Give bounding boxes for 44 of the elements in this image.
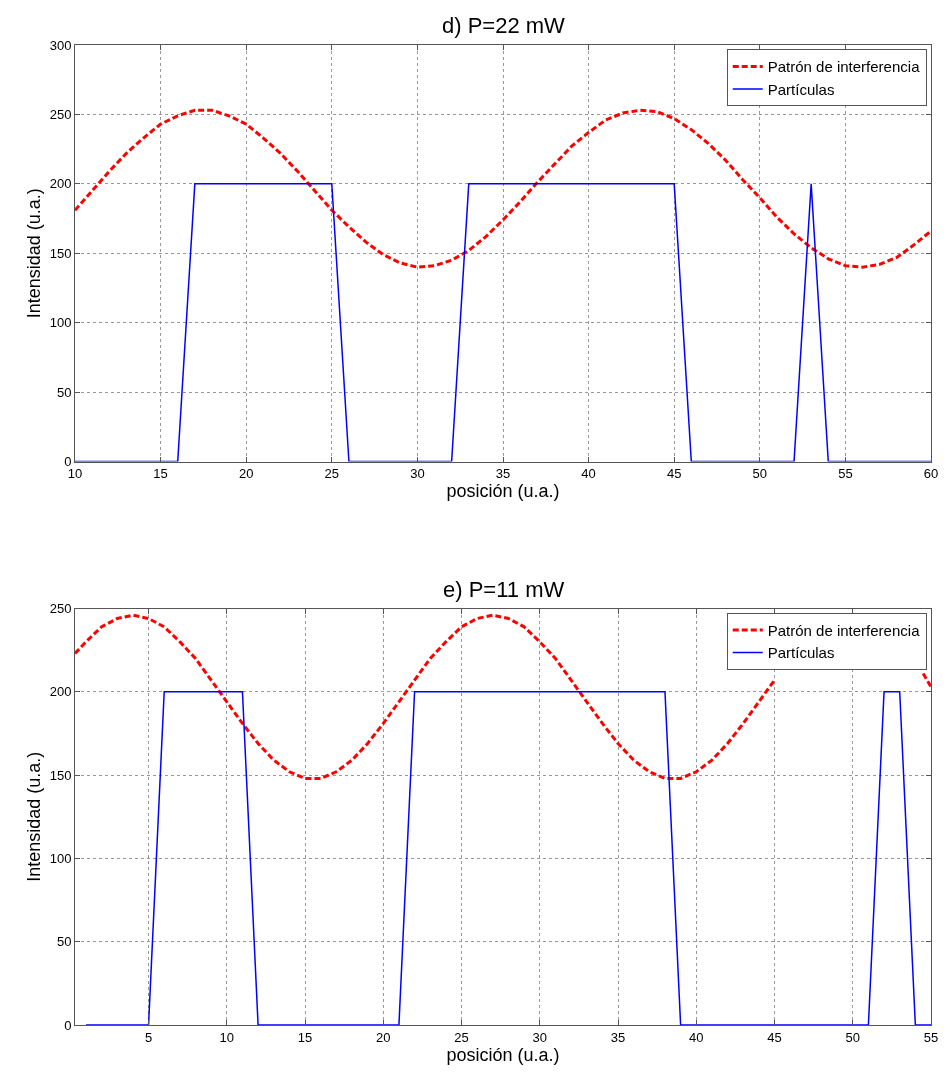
- x-tick-label: 40: [689, 1029, 704, 1045]
- y-tick-label: 50: [56, 384, 72, 400]
- y-tick-label: 100: [49, 315, 72, 331]
- y-axis-title: Intensidad (u.a.): [23, 751, 44, 882]
- chart-title: e) P=11 mW: [443, 577, 565, 602]
- x-tick-label: 45: [666, 466, 682, 482]
- x-tick-label: 15: [297, 1029, 313, 1045]
- y-axis-title: Intensidad (u.a.): [23, 188, 44, 319]
- x-tick-label: 35: [610, 1029, 626, 1045]
- x-tick-label: 35: [495, 466, 511, 482]
- x-tick-label: 25: [324, 466, 340, 482]
- line-series: [75, 108, 931, 269]
- x-tick-label: 15: [153, 466, 168, 482]
- y-tick-label: 0: [64, 1017, 72, 1033]
- y-tick-label: 200: [49, 176, 72, 192]
- legend-label: Patrón de interferencia: [767, 58, 921, 76]
- y-tick-label: 150: [49, 245, 72, 261]
- y-tick-label: 50: [56, 934, 72, 950]
- legend-label: Patrón de interferencia: [767, 621, 921, 639]
- x-tick-label: 25: [454, 1029, 469, 1045]
- x-tick-label: 30: [410, 466, 425, 482]
- y-tick-label: 250: [49, 106, 72, 122]
- y-tick-label: 250: [49, 601, 72, 617]
- x-tick-label: 20: [238, 466, 254, 482]
- legend-label: Partículas: [767, 644, 835, 662]
- x-axis-title: posición (u.a.): [446, 481, 560, 502]
- x-tick-label: 60: [923, 466, 939, 482]
- x-tick-label: 5: [144, 1029, 153, 1045]
- x-tick-label: 55: [923, 1029, 939, 1045]
- x-axis-title: posición (u.a.): [446, 1044, 560, 1065]
- y-tick-label: 300: [49, 37, 72, 53]
- x-tick-label: 50: [845, 1029, 860, 1045]
- x-tick-label: 45: [767, 1029, 782, 1045]
- x-tick-label: 20: [376, 1029, 391, 1045]
- x-tick-label: 30: [532, 1029, 548, 1045]
- x-tick-label: 55: [838, 466, 853, 482]
- x-tick-label: 50: [752, 466, 768, 482]
- legend-label: Partículas: [767, 80, 835, 98]
- x-tick-label: 10: [219, 1029, 235, 1045]
- y-tick-label: 200: [49, 684, 72, 700]
- y-tick-label: 100: [49, 850, 72, 866]
- x-tick-label: 40: [581, 466, 596, 482]
- y-tick-label: 150: [49, 767, 72, 783]
- chart-title: d) P=22 mW: [442, 13, 566, 38]
